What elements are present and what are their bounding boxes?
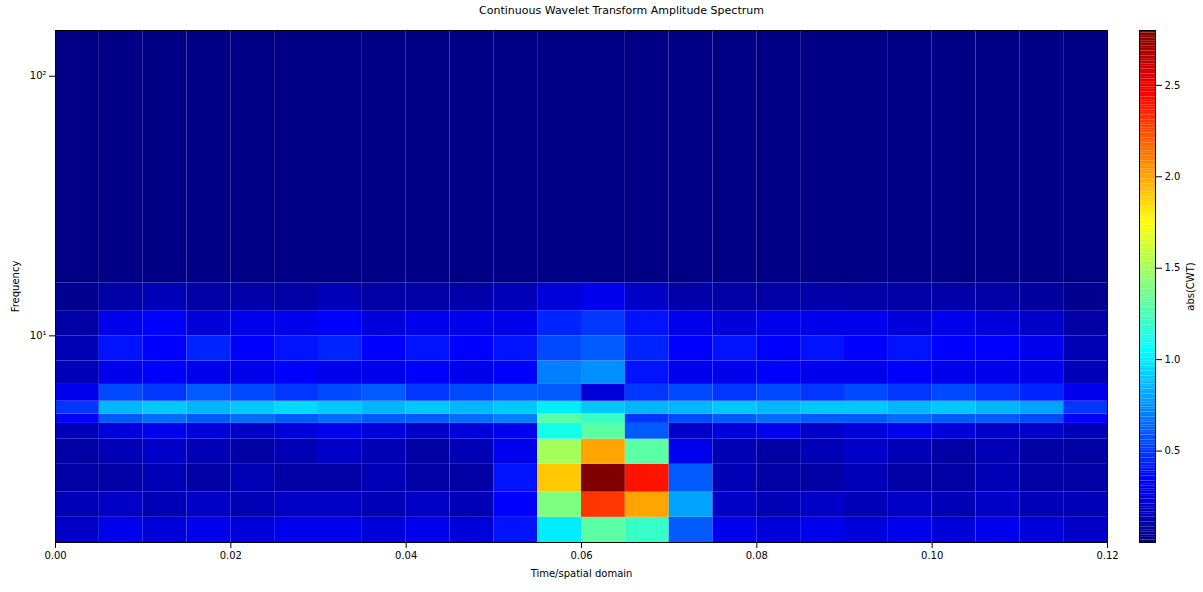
svg-text:0.00: 0.00 [44,550,66,561]
svg-text:Frequency: Frequency [10,261,21,313]
svg-text:2.5: 2.5 [1165,80,1181,91]
svg-text:Time/spatial domain: Time/spatial domain [530,568,633,579]
svg-text:0.5: 0.5 [1165,445,1181,456]
svg-text:0.08: 0.08 [746,550,768,561]
svg-text:0.04: 0.04 [395,550,417,561]
html-text:Continuous Wavelet Transform A: Continuous Wavelet Transform Amplitude S… [479,4,764,17]
svg-text:2.0: 2.0 [1165,171,1181,182]
svg-text:0.10: 0.10 [921,550,943,561]
svg-text:10²: 10² [30,70,47,81]
svg-text:1.0: 1.0 [1165,354,1181,365]
svg-text:0.12: 0.12 [1096,550,1118,561]
svg-text:0.02: 0.02 [220,550,242,561]
svg-text:1.5: 1.5 [1165,262,1181,273]
svg-text:0.06: 0.06 [570,550,592,561]
svg-text:10¹: 10¹ [30,330,47,341]
svg-text:abs(CWT): abs(CWT) [1185,262,1196,311]
